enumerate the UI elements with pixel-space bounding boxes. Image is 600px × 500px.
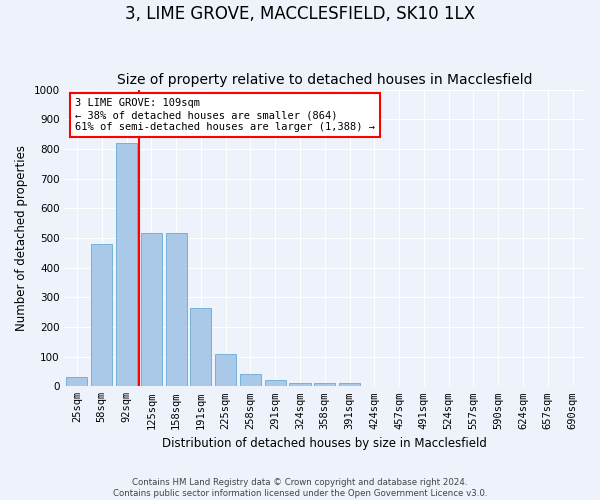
Y-axis label: Number of detached properties: Number of detached properties xyxy=(15,145,28,331)
Bar xyxy=(166,234,187,386)
Bar xyxy=(116,143,137,386)
Bar xyxy=(215,354,236,386)
X-axis label: Distribution of detached houses by size in Macclesfield: Distribution of detached houses by size … xyxy=(163,437,487,450)
Bar xyxy=(339,384,360,386)
Bar xyxy=(314,384,335,386)
Text: 3 LIME GROVE: 109sqm
← 38% of detached houses are smaller (864)
61% of semi-deta: 3 LIME GROVE: 109sqm ← 38% of detached h… xyxy=(75,98,375,132)
Text: 3, LIME GROVE, MACCLESFIELD, SK10 1LX: 3, LIME GROVE, MACCLESFIELD, SK10 1LX xyxy=(125,5,475,23)
Text: Contains HM Land Registry data © Crown copyright and database right 2024.
Contai: Contains HM Land Registry data © Crown c… xyxy=(113,478,487,498)
Bar xyxy=(141,234,162,386)
Bar xyxy=(289,382,311,386)
Bar xyxy=(265,380,286,386)
Title: Size of property relative to detached houses in Macclesfield: Size of property relative to detached ho… xyxy=(117,73,533,87)
Bar xyxy=(67,376,88,386)
Bar xyxy=(190,308,211,386)
Bar xyxy=(91,244,112,386)
Bar xyxy=(240,374,261,386)
